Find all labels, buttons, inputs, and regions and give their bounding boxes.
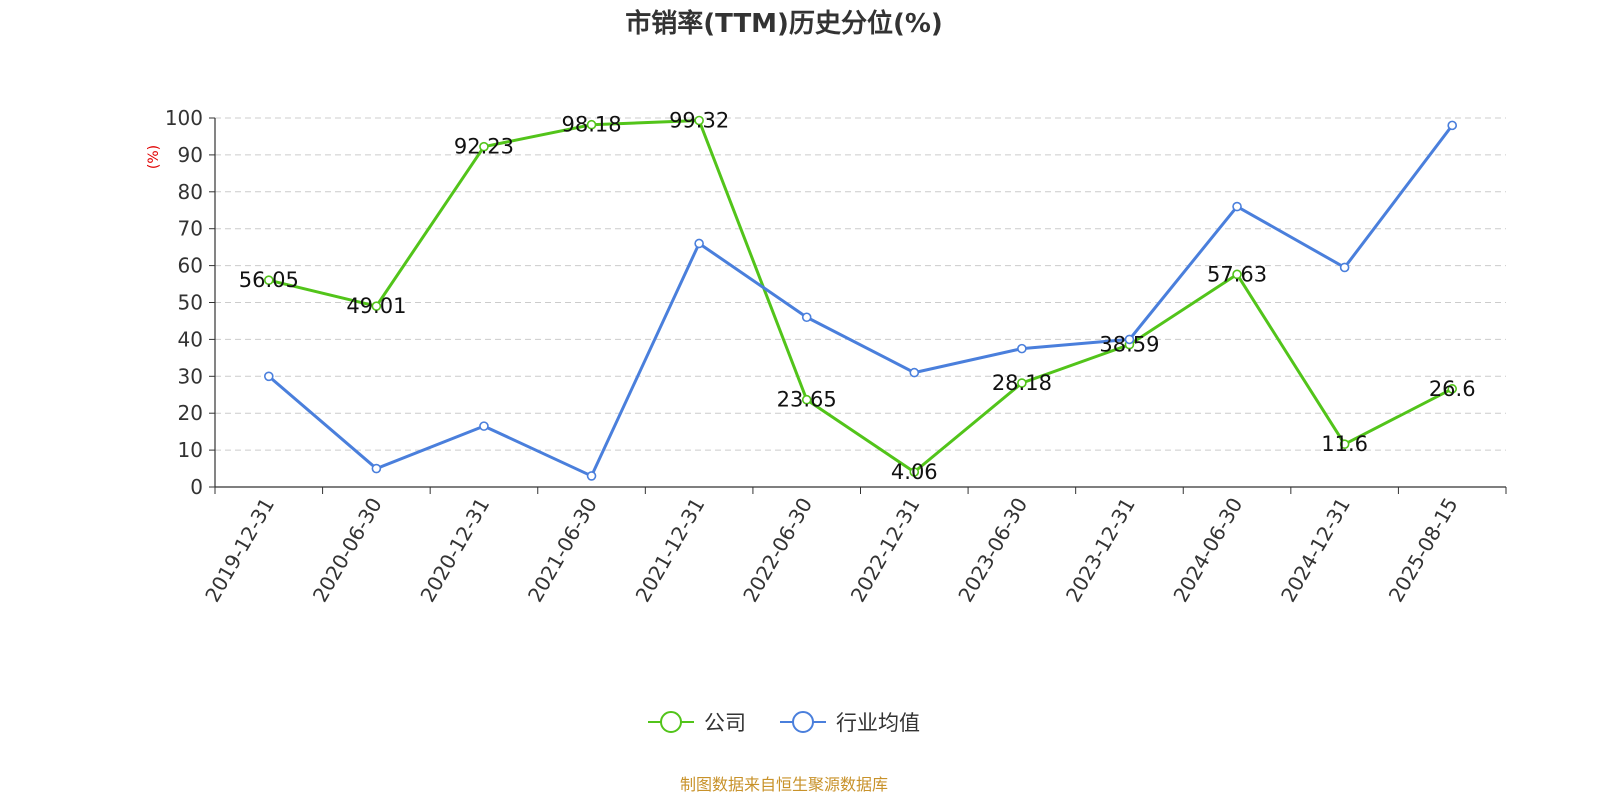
x-tick-label: 2020-06-30 bbox=[308, 494, 387, 607]
y-tick-label: 40 bbox=[178, 327, 203, 351]
data-point bbox=[1232, 269, 1242, 280]
data-point bbox=[694, 238, 704, 249]
data-point bbox=[586, 119, 597, 130]
data-label: 92.23 bbox=[454, 135, 514, 159]
x-tick-label: 2019-12-31 bbox=[200, 494, 279, 607]
data-point bbox=[1232, 201, 1242, 212]
data-point bbox=[1017, 343, 1027, 354]
x-tick-label: 2024-06-30 bbox=[1168, 494, 1247, 607]
data-point bbox=[1339, 262, 1350, 273]
data-point bbox=[479, 421, 489, 431]
y-tick-label: 60 bbox=[178, 254, 203, 278]
legend-item[interactable]: 行业均值 bbox=[836, 711, 920, 735]
data-label: 38.59 bbox=[1099, 333, 1159, 357]
y-tick-label: 0 bbox=[190, 475, 203, 499]
data-point bbox=[1124, 334, 1135, 345]
x-tick-label: 2023-12-31 bbox=[1061, 494, 1140, 607]
legend-item[interactable]: 公司 bbox=[704, 711, 746, 735]
data-label: 4.06 bbox=[891, 460, 938, 484]
x-tick-label: 2020-12-31 bbox=[415, 494, 494, 607]
grid-lines bbox=[215, 117, 1506, 451]
series-line bbox=[268, 119, 1453, 474]
legend: 公司 行业均值 bbox=[648, 711, 920, 735]
series-line bbox=[267, 124, 1454, 478]
legend-swatch-marker bbox=[792, 711, 814, 733]
data-point bbox=[479, 141, 489, 152]
data-label: 99.32 bbox=[669, 109, 729, 133]
data-point bbox=[371, 301, 382, 311]
y-tick-label: 10 bbox=[178, 438, 203, 462]
legend-swatch-marker bbox=[660, 711, 682, 733]
data-point bbox=[801, 394, 812, 405]
data-point bbox=[909, 467, 920, 477]
y-tick-label: 90 bbox=[178, 143, 203, 167]
x-tick-label: 2022-06-30 bbox=[738, 494, 817, 607]
y-tick-label: 100 bbox=[165, 106, 203, 130]
data-point bbox=[371, 463, 382, 474]
x-tick-label: 2023-06-30 bbox=[953, 494, 1032, 607]
data-label: 49.01 bbox=[346, 294, 406, 318]
data-point bbox=[801, 312, 812, 323]
data-label: 23.65 bbox=[777, 388, 837, 412]
data-label: 11.6 bbox=[1321, 432, 1368, 456]
data-labels: 56.05 49.01 92.23 98.18 99.32 23.65 4.06 28.18 3… bbox=[239, 109, 1476, 485]
x-tick-label: 2024-12-31 bbox=[1276, 494, 1355, 607]
series-group bbox=[263, 115, 1458, 481]
y-tick-label: 30 bbox=[178, 364, 203, 388]
data-point bbox=[694, 115, 704, 126]
y-tick-label: 70 bbox=[178, 217, 203, 241]
data-label: 28.18 bbox=[992, 371, 1052, 395]
source-note: 制图数据来自恒生聚源数据库 bbox=[680, 775, 888, 794]
y-tick-label: 50 bbox=[178, 291, 203, 315]
data-point bbox=[1017, 378, 1027, 388]
data-point bbox=[263, 275, 274, 285]
x-tick-label: 2025-08-15 bbox=[1384, 494, 1463, 607]
x-tick-label: 2021-12-31 bbox=[631, 494, 710, 607]
axes bbox=[209, 117, 1507, 494]
data-label: 26.6 bbox=[1429, 377, 1476, 401]
data-point bbox=[1339, 439, 1350, 449]
data-label: 98.18 bbox=[561, 113, 621, 137]
y-tick-label: 20 bbox=[178, 401, 203, 425]
y-axis-label: (%) bbox=[146, 145, 162, 169]
data-label: 57.63 bbox=[1207, 262, 1267, 286]
data-point bbox=[1447, 120, 1458, 131]
x-tick-label: 2021-06-30 bbox=[523, 494, 602, 607]
x-tick-label: 2022-12-31 bbox=[846, 494, 925, 607]
data-point bbox=[909, 367, 920, 378]
data-label: 56.05 bbox=[239, 268, 299, 292]
data-point bbox=[586, 471, 597, 481]
data-point bbox=[1447, 384, 1458, 394]
data-point bbox=[263, 371, 274, 382]
y-tick-labels: 0 10 20 30 40 50 60 70 80 90 100 bbox=[165, 106, 203, 499]
x-tick-labels: 2019-12-31 2020-06-30 2020-12-31 2021-06-30… bbox=[200, 494, 1462, 607]
y-tick-label: 80 bbox=[178, 180, 203, 204]
chart-title: 市销率(TTM)历史分位(%) bbox=[625, 8, 943, 39]
